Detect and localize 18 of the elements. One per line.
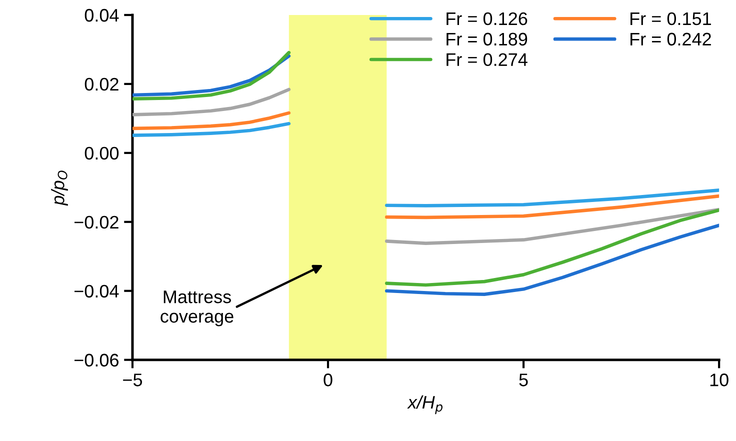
legend-label: Fr = 0.126 xyxy=(446,12,528,26)
y-axis-title: p/p$_{O}$ xyxy=(51,170,68,206)
annotation: Mattress coverage xyxy=(160,290,234,326)
legend-label: Fr = 0.242 xyxy=(630,32,711,46)
legend-label: Fr = 0.189 xyxy=(446,32,528,46)
x-tick-label: 10 xyxy=(710,374,728,386)
x-tick-label: −5 xyxy=(123,374,142,386)
y-tick-label: −0.02 xyxy=(74,216,118,229)
x-tick-label: 5 xyxy=(519,374,528,386)
legend-label: Fr = 0.151 xyxy=(630,12,711,26)
y-tick-label: 0.04 xyxy=(84,8,119,22)
legend-label: Fr = 0.274 xyxy=(446,53,528,66)
y-tick-label: −0.06 xyxy=(74,354,118,367)
y-tick-label: −0.04 xyxy=(74,284,119,298)
y-tick-label: 0.02 xyxy=(84,78,118,91)
x-axis-title: x/H$_{p}$ xyxy=(407,395,443,414)
y-tick-label: 0.00 xyxy=(84,146,119,160)
x-tick-label: 0 xyxy=(324,374,332,386)
